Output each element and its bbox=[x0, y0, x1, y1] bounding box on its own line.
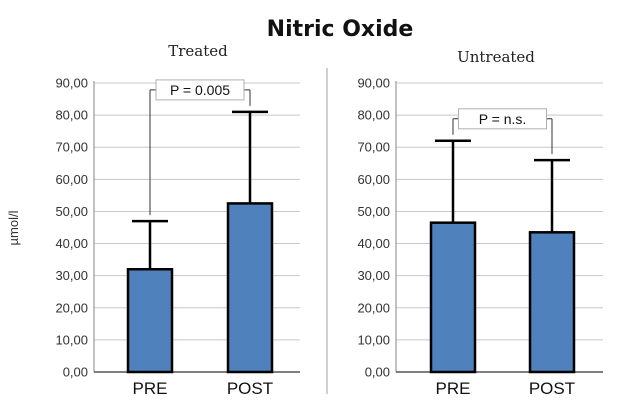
y-tick-label: 70,00 bbox=[55, 140, 88, 155]
x-tick-label: POST bbox=[529, 379, 575, 398]
bar bbox=[528, 231, 576, 374]
annotation-box bbox=[155, 79, 245, 101]
y-tick-label: 90,00 bbox=[55, 76, 88, 91]
y-tick-label: 80,00 bbox=[357, 108, 390, 123]
chart-panels: Treated 0,00 10,00 20,00 30,00 40,00 50,00 60,0… bbox=[55, 42, 603, 398]
y-tick-label: 0,00 bbox=[63, 365, 88, 380]
annotation-box bbox=[458, 108, 547, 130]
y-tick-label: 0,00 bbox=[365, 365, 390, 380]
panel-title: Treated bbox=[168, 42, 228, 60]
panel-1: Untreated 0,00 10,00 20,00 30,00 40,00 50,00 60… bbox=[357, 48, 603, 398]
y-tick-label: 10,00 bbox=[55, 332, 88, 347]
y-tick-label: 60,00 bbox=[357, 172, 390, 187]
y-tick-label: 90,00 bbox=[357, 76, 390, 91]
y-tick-label: 40,00 bbox=[357, 236, 390, 251]
y-tick-label: 50,00 bbox=[357, 204, 390, 219]
x-tick-label: PRE bbox=[436, 379, 471, 398]
y-tick-label: 20,00 bbox=[357, 300, 390, 315]
y-tick-label: 70,00 bbox=[357, 140, 390, 155]
panel-title: Untreated bbox=[457, 48, 535, 66]
x-tick-label: PRE bbox=[133, 379, 168, 398]
bar bbox=[226, 202, 274, 374]
y-tick-label: 20,00 bbox=[55, 300, 88, 315]
y-tick-label: 60,00 bbox=[55, 172, 88, 187]
y-tick-label: 10,00 bbox=[357, 332, 390, 347]
y-tick-label: 80,00 bbox=[55, 108, 88, 123]
annotation-label: P = 0.005 bbox=[170, 82, 230, 98]
y-tick-label: 50,00 bbox=[55, 204, 88, 219]
chart-title: Nitric Oxide bbox=[267, 17, 414, 42]
y-axis-label: µmol/l bbox=[6, 210, 21, 245]
y-tick-label: 40,00 bbox=[55, 236, 88, 251]
x-tick-label: POST bbox=[227, 379, 273, 398]
annotation-label: P = n.s. bbox=[479, 111, 527, 127]
bar bbox=[429, 221, 477, 374]
y-tick-label: 30,00 bbox=[357, 268, 390, 283]
bar bbox=[126, 267, 174, 374]
y-tick-label: 30,00 bbox=[55, 268, 88, 283]
panel-0: Treated 0,00 10,00 20,00 30,00 40,00 50,00 60,0… bbox=[55, 42, 300, 398]
